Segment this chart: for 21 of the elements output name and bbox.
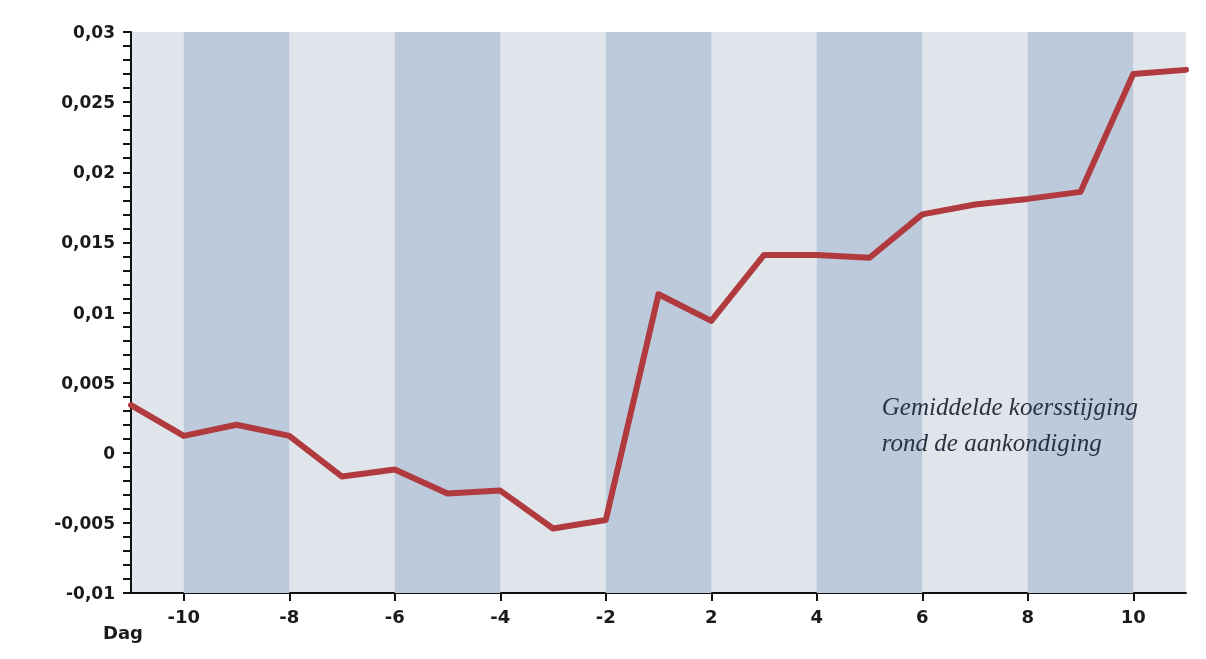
x-tick-label: -8	[279, 605, 300, 627]
x-tick-label: 4	[810, 605, 824, 627]
y-tick-label: -0,005	[54, 512, 115, 533]
x-tick-label: -2	[595, 605, 616, 627]
y-tick-label: 0,02	[73, 162, 115, 183]
y-tick-label: 0,01	[73, 302, 115, 323]
x-tick-label: -10	[167, 605, 201, 627]
x-tick-label: -6	[384, 605, 405, 627]
x-tick-label: 8	[1021, 605, 1035, 627]
y-tick-label: 0,03	[73, 22, 115, 42]
x-tick-label: -4	[490, 605, 511, 627]
y-tick-label: 0,025	[61, 92, 115, 113]
x-tick-label: 10	[1120, 605, 1146, 627]
y-tick-label: 0	[103, 442, 116, 463]
y-tick-label: 0,005	[61, 372, 115, 393]
x-axis-title: Dag	[103, 621, 143, 643]
x-tick-label: 2	[704, 605, 718, 627]
annotation: Gemiddelde koersstijging rond de aankondiging	[881, 392, 1138, 456]
y-tick-label: -0,01	[66, 583, 115, 603]
y-tick-label: 0,015	[61, 232, 115, 253]
x-tick-label: 6	[915, 605, 929, 627]
